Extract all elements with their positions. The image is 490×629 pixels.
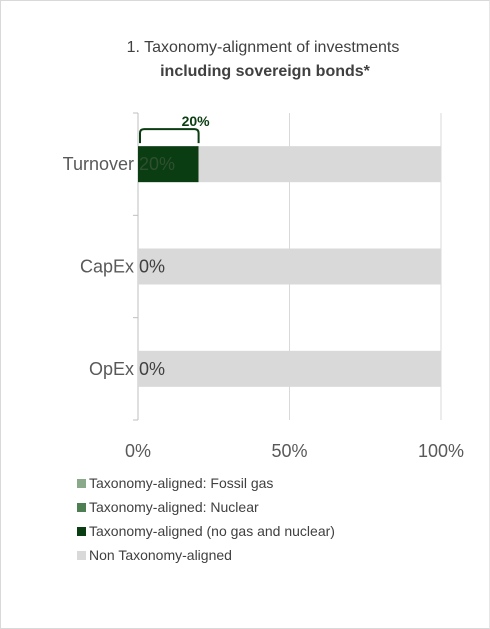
legend: Taxonomy-aligned: Fossil gas Taxonomy-ali… (77, 475, 335, 563)
category-labels: Turnover CapEx OpEx (63, 154, 134, 379)
bracket-label: 20% (182, 113, 211, 129)
bracket-shape (139, 128, 200, 144)
legend-entry: Taxonomy-aligned (no gas and nuclear) (89, 523, 335, 539)
data-labels: 20% 0% 0% (139, 154, 175, 379)
bars (138, 146, 441, 387)
data-label: 0% (139, 359, 165, 379)
legend-swatch (77, 527, 86, 536)
data-label: 0% (139, 257, 165, 277)
category-label: CapEx (80, 257, 134, 277)
bar-segment (198, 146, 441, 183)
bar-segment (138, 146, 199, 183)
legend-entry: Non Taxonomy-aligned (89, 547, 232, 563)
legend-swatch (77, 479, 86, 488)
bracket-annotation: 20% (139, 113, 211, 144)
chart-subtitle: including sovereign bonds* (160, 63, 371, 80)
bar-segment (138, 248, 441, 285)
x-tick-label: 50% (271, 441, 307, 461)
x-tick-label: 0% (125, 441, 151, 461)
x-tick-label: 100% (418, 441, 464, 461)
bar-segment (138, 350, 441, 387)
legend-entry: Taxonomy-aligned: Fossil gas (89, 475, 273, 491)
legend-swatch (77, 503, 86, 512)
legend-swatch (77, 551, 86, 560)
data-label: 20% (139, 154, 175, 174)
x-axis-ticks: 0% 50% 100% (125, 441, 464, 461)
legend-entry: Taxonomy-aligned: Nuclear (89, 499, 259, 515)
category-label: OpEx (89, 359, 134, 379)
category-label: Turnover (63, 154, 134, 174)
chart-title: 1. Taxonomy-alignment of investments (127, 39, 400, 56)
